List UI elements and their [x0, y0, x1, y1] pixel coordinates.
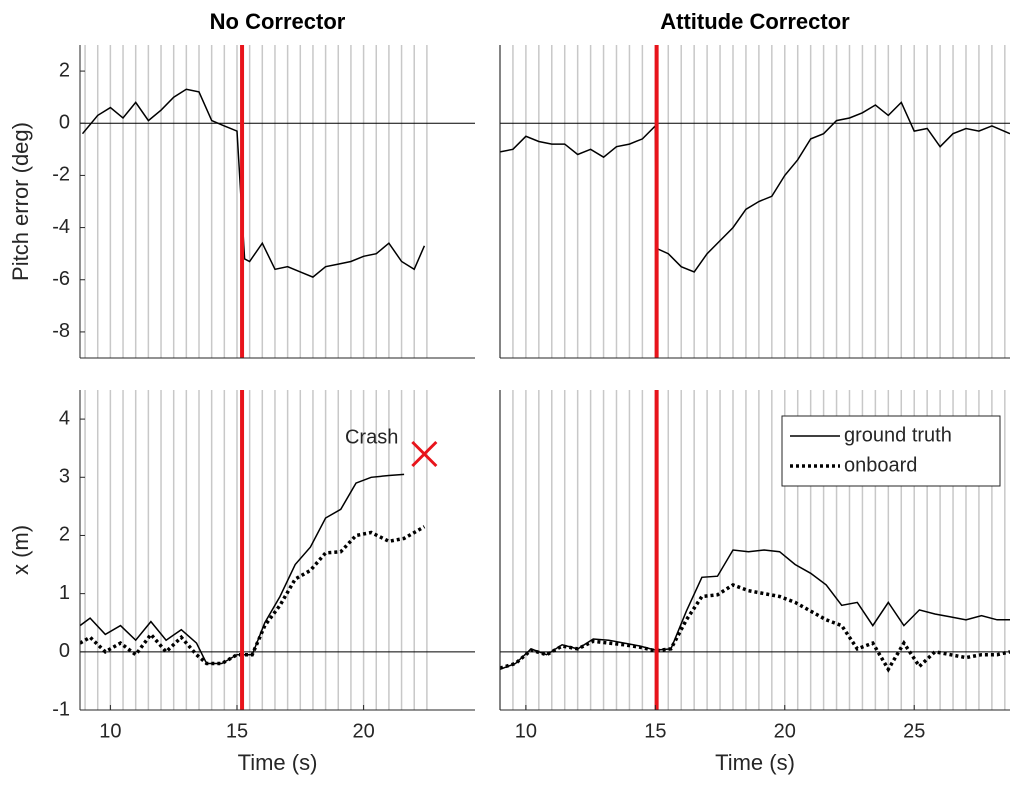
- x-axis-label: Time (s): [715, 750, 795, 775]
- x-tick-label: 15: [644, 720, 666, 742]
- y-tick-label: 3: [59, 466, 70, 488]
- y-axis-label: x (m): [8, 525, 33, 575]
- legend: ground truth onboard: [781, 415, 1001, 487]
- plot-area: [80, 45, 475, 358]
- data-line: [500, 549, 1010, 671]
- annotation: Crash: [345, 426, 398, 448]
- y-tick-label: 2: [59, 524, 70, 546]
- y-tick-label: 2: [59, 59, 70, 81]
- y-tick-label: 4: [59, 407, 70, 429]
- panel: -8 -6 -4 -2 0 2 No Corrector Pitch error (deg): [8, 9, 475, 359]
- data-line: [81, 88, 426, 278]
- y-tick-label: 0: [59, 112, 70, 134]
- chart-title: Attitude Corrector: [660, 9, 850, 34]
- x-tick-label: 15: [226, 720, 248, 742]
- data-line: [80, 473, 405, 665]
- y-tick-label: 1: [59, 582, 70, 604]
- panel: Attitude Corrector: [499, 9, 1010, 359]
- y-tick-label: -1: [52, 698, 70, 720]
- y-tick-label: -8: [52, 320, 70, 342]
- y-tick-label: -2: [52, 164, 70, 186]
- x-tick-label: 10: [99, 720, 121, 742]
- y-tick-label: -6: [52, 268, 70, 290]
- chart-title: No Corrector: [210, 9, 346, 34]
- x-tick-label: 25: [903, 720, 925, 742]
- data-line: [500, 101, 1010, 273]
- panel: 10 15 20 25 Time (s) ground truth onboard: [499, 390, 1010, 775]
- x-axis-label: Time (s): [238, 750, 318, 775]
- legend-label: onboard: [844, 454, 917, 476]
- x-tick-label: 10: [515, 720, 537, 742]
- plot-area: [500, 45, 1010, 358]
- y-tick-label: -4: [52, 216, 70, 238]
- panel: 10 15 20 -1 0 1 2 3 4 Time (s) x (m) Crash: [8, 390, 475, 775]
- plot-area: [80, 390, 475, 710]
- legend-box: [781, 415, 1001, 487]
- x-tick-label: 20: [774, 720, 796, 742]
- crash-marker: [411, 440, 438, 468]
- y-tick-label: 0: [59, 640, 70, 662]
- data-line: [80, 525, 426, 666]
- x-tick-label: 20: [352, 720, 374, 742]
- legend-label: ground truth: [844, 424, 952, 446]
- data-line: [500, 582, 1010, 673]
- y-axis-label: Pitch error (deg): [8, 122, 33, 281]
